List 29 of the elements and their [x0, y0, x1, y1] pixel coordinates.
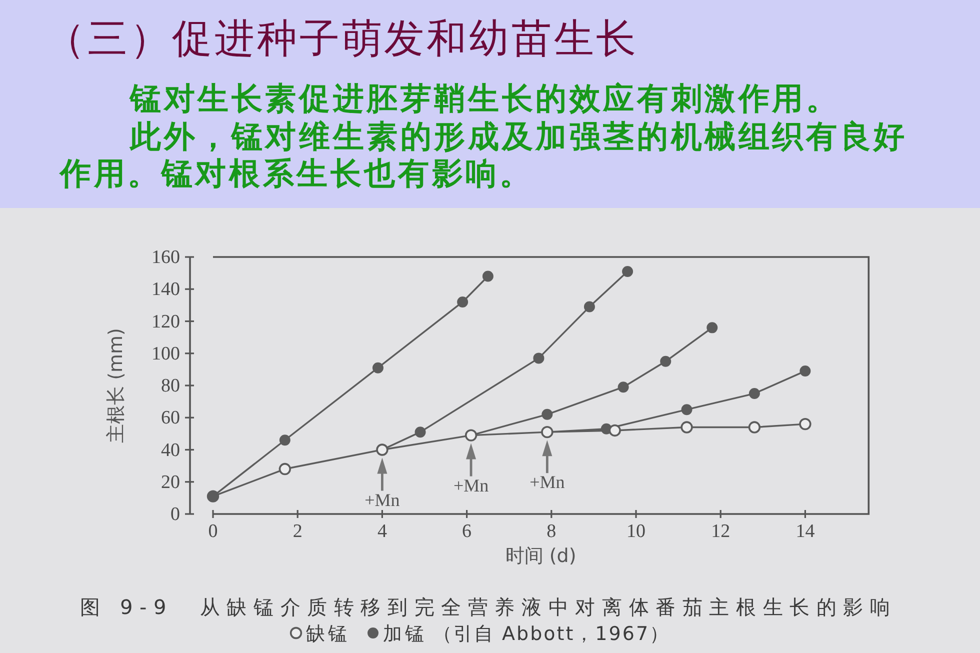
annotation: +Mn	[453, 475, 489, 496]
y-tick-label: 160	[152, 247, 180, 268]
x-tick-label: 0	[208, 521, 218, 542]
x-tick-label: 14	[796, 521, 816, 542]
y-tick-label: 20	[161, 472, 180, 493]
y-tick-label: 140	[152, 279, 180, 300]
legend-label: 缺锰	[306, 623, 350, 645]
caption: 图 9-9 从缺锰介质转移到完全营养液中对离体番茄主根生长的影响	[80, 595, 890, 619]
y-tick-label: 80	[161, 376, 180, 396]
chart-title: （三）促进种子萌发和幼苗生长	[45, 16, 639, 62]
y-tick-label: 100	[152, 343, 180, 364]
y-tick-label: 120	[152, 311, 180, 332]
text: 锰对生长素促进胚芽鞘生长的效应有刺激作用。	[128, 81, 841, 118]
x-tick-label: 12	[711, 521, 730, 542]
annotation: +Mn	[364, 490, 400, 510]
x-tick-label: 8	[546, 521, 556, 542]
x-tick-label: 2	[292, 521, 302, 542]
x-tick-label: 4	[377, 521, 388, 542]
x-tick-label: 6	[462, 521, 472, 542]
x-tick-label: 10	[626, 521, 646, 542]
y-tick-label: 40	[161, 440, 180, 461]
y-tick-label: 0	[170, 504, 180, 525]
x-axis-title: 时间 (d)	[505, 545, 576, 567]
legend-label: 加锰	[383, 623, 427, 645]
annotation: +Mn	[530, 472, 565, 492]
y-tick-label: 60	[161, 408, 180, 429]
y-axis-title: 主根长 (mm)	[105, 328, 127, 443]
text: （引自 Abbott，1967）	[433, 623, 670, 645]
text: 此外，锰对维生素的形成及加强茎的机械组织有良好作用。锰对根系生长也有影响。	[60, 119, 908, 193]
